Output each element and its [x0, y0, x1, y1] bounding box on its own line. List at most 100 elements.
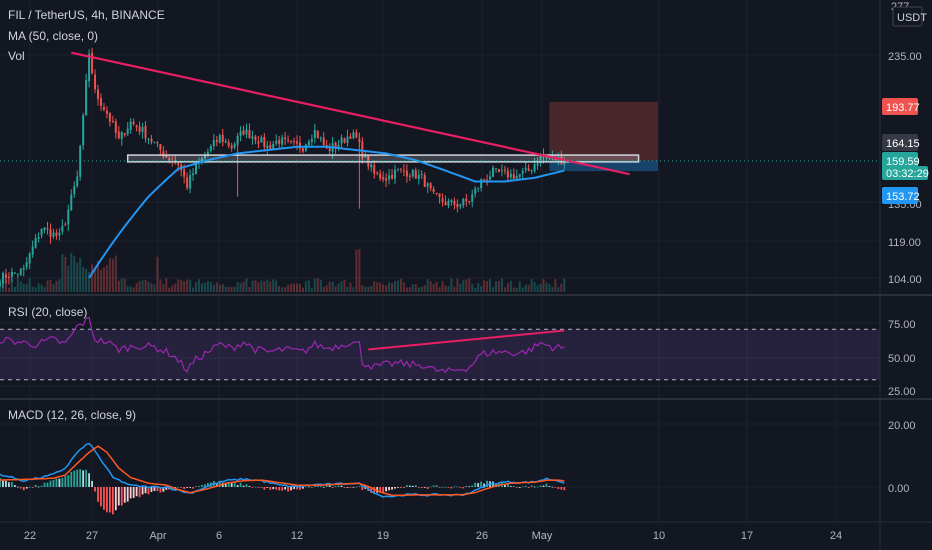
- volume-bar: [233, 286, 236, 292]
- macd-histogram-bar: [316, 485, 319, 487]
- macd-histogram-bar: [530, 485, 533, 487]
- candle-body: [560, 156, 563, 165]
- price-tick-label: 119.00: [888, 237, 921, 249]
- overlays[interactable]: [0, 51, 880, 279]
- macd-histogram-bar: [55, 478, 58, 487]
- ma-legend[interactable]: MA (50, close, 0): [8, 29, 98, 43]
- macd-histogram-bar: [417, 487, 420, 488]
- position-tool[interactable]: [549, 101, 658, 172]
- macd-histogram-bar: [352, 487, 355, 488]
- macd-histogram-bar: [504, 484, 506, 487]
- price-badge-label-countdown: 03:32:29: [886, 168, 929, 180]
- rsi-legend[interactable]: RSI (20, close): [8, 305, 87, 319]
- volume-bar: [346, 286, 349, 292]
- rsi-divergence-line: [368, 329, 565, 351]
- volume-legend[interactable]: Vol: [8, 49, 25, 63]
- macd-histogram-bar: [82, 470, 85, 487]
- price-badge-last: [882, 152, 918, 169]
- volume-bar: [97, 260, 100, 292]
- candle-body: [545, 157, 548, 159]
- candle-body: [206, 151, 209, 156]
- volume-bar: [489, 278, 492, 292]
- rsi-tick-label: 75.00: [888, 319, 916, 331]
- candle-body: [328, 148, 331, 151]
- macd-histogram-bar: [201, 485, 203, 487]
- volume-bar: [257, 282, 260, 292]
- currency-box[interactable]: [892, 6, 923, 27]
- candle-body: [480, 179, 483, 189]
- macd-histogram-bar: [307, 486, 310, 488]
- volume-bar: [177, 279, 180, 292]
- volume-bar: [405, 287, 408, 292]
- volume-bar: [340, 281, 343, 292]
- volume-bar: [379, 282, 382, 292]
- volume-bar: [189, 279, 192, 292]
- volume-bar: [251, 280, 254, 292]
- time-tick-label: May: [532, 530, 553, 542]
- candle-body: [55, 232, 58, 236]
- symbol-title[interactable]: FIL / TetherUS, 4h, BINANCE: [8, 8, 165, 22]
- grid: [0, 0, 880, 522]
- candle-body: [468, 200, 471, 203]
- candle-body: [408, 175, 411, 177]
- volume-bar: [551, 286, 554, 292]
- macd-tick-label: 20.00: [888, 420, 916, 432]
- volume-bar: [328, 281, 331, 292]
- macd-histogram-bar: [153, 487, 156, 492]
- candle-body: [88, 53, 91, 82]
- volume-bar: [248, 286, 251, 292]
- macd-histogram-bar: [132, 487, 135, 498]
- time-tick-label: 27: [86, 530, 98, 542]
- candle-body: [497, 168, 500, 173]
- price-badge-label-last: 159.59: [886, 156, 920, 168]
- volume-bar: [287, 284, 290, 292]
- candle-body: [500, 170, 503, 172]
- macd-histogram-bar: [278, 487, 281, 491]
- macd-histogram-bar: [257, 487, 260, 488]
- volume-bar: [296, 283, 298, 292]
- candle-body: [379, 173, 382, 179]
- candle-body: [385, 178, 388, 181]
- macd-histogram-bar: [397, 487, 399, 488]
- macd-histogram-bar: [28, 486, 31, 488]
- macd-histogram-bar: [227, 481, 230, 487]
- volume-bar: [224, 286, 227, 292]
- macd-histogram-bar: [281, 487, 284, 491]
- macd-histogram-bar: [0, 477, 1, 487]
- volume-bar: [49, 279, 52, 292]
- macd-histogram-bar: [474, 482, 477, 487]
- price-axis[interactable]: 235.00135.00119.00104.0075.0050.0025.002…: [882, 51, 929, 495]
- candle-body: [120, 132, 123, 140]
- macd-histogram-bar: [296, 487, 298, 490]
- macd-histogram-bar: [263, 487, 266, 490]
- candle-body: [352, 132, 355, 139]
- volume-bar: [40, 284, 43, 292]
- candle-body: [105, 110, 108, 114]
- candle-body: [462, 198, 465, 206]
- macd-pane[interactable]: [0, 442, 566, 515]
- time-tick-label: 10: [653, 530, 665, 542]
- volume-bar: [402, 282, 405, 292]
- volume-bar: [560, 283, 563, 292]
- volume-bar: [450, 278, 453, 292]
- macd-histogram-bar: [420, 487, 423, 488]
- macd-tick-label: 0.00: [888, 483, 909, 495]
- time-axis[interactable]: 22 27 Apr 6 12 19 26 May 10 17 24: [24, 530, 842, 542]
- macd-histogram-bar: [70, 471, 73, 487]
- volume-bar: [91, 264, 94, 292]
- macd-histogram-bar: [34, 484, 37, 487]
- macd-legend[interactable]: MACD (12, 26, close, 9): [8, 408, 136, 422]
- rsi-pane[interactable]: [0, 316, 880, 381]
- volume-bar: [459, 283, 462, 292]
- macd-histogram-bar: [46, 482, 49, 487]
- volume-bar: [376, 282, 379, 292]
- price-badge-label-high: 164.15: [886, 138, 920, 150]
- candle-body: [293, 141, 296, 143]
- volume-bar: [468, 278, 471, 292]
- candle-body: [477, 187, 480, 189]
- candle-body: [394, 169, 397, 179]
- candle-body: [340, 137, 343, 144]
